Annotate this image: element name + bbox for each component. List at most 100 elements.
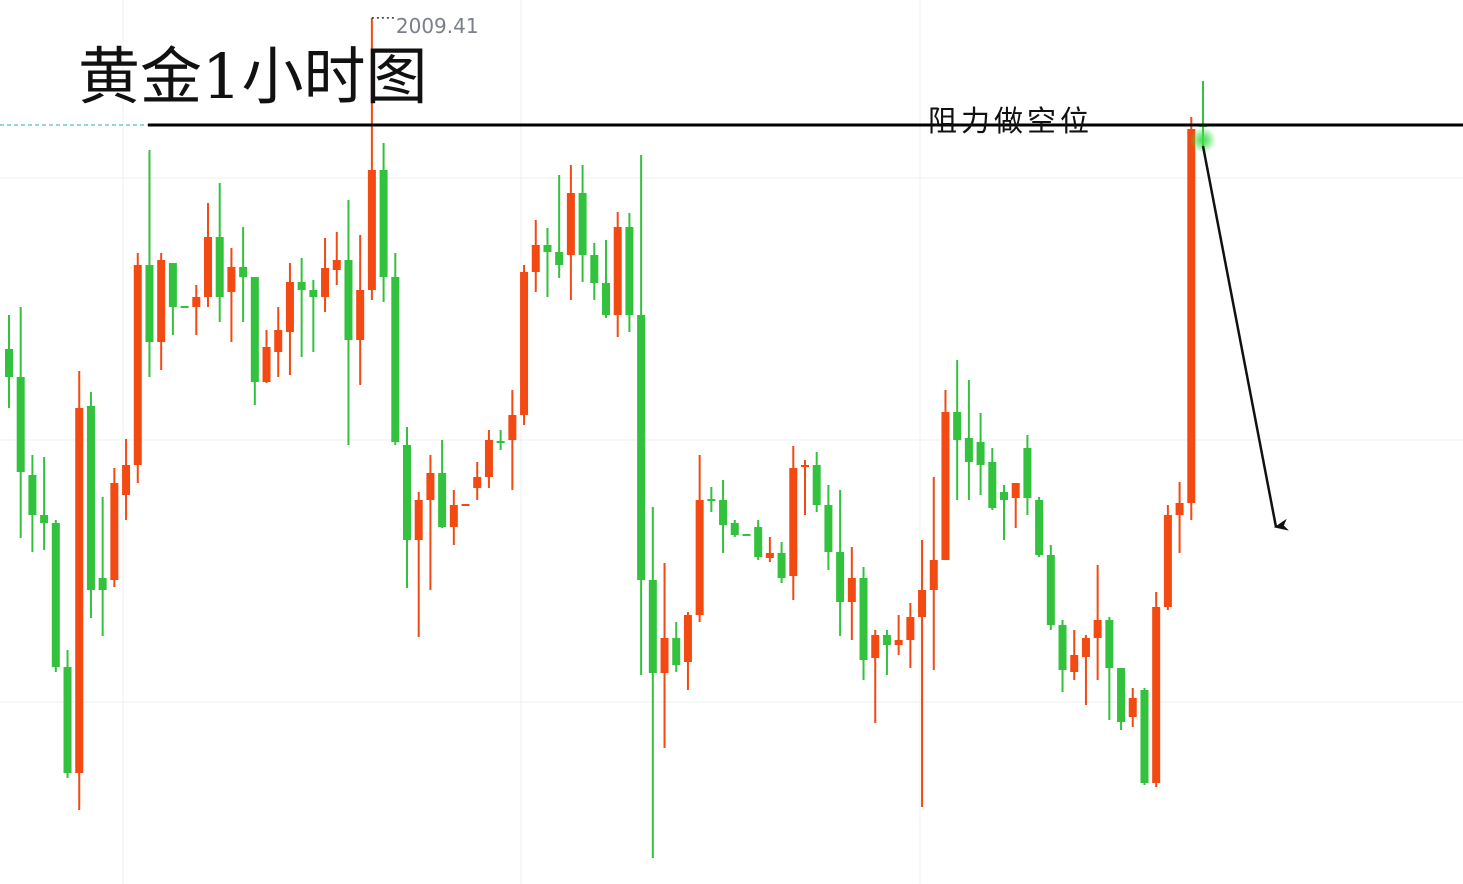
candle-body	[157, 260, 166, 342]
candle-body	[285, 282, 294, 332]
candle-body	[321, 268, 330, 297]
candle-body	[133, 265, 142, 465]
candle-body	[648, 580, 657, 673]
candle-body	[555, 252, 564, 265]
candle-body	[274, 330, 283, 352]
candle-body	[332, 260, 341, 270]
candle-body	[754, 527, 763, 557]
candle-body	[28, 475, 37, 515]
candle-body	[379, 170, 388, 277]
candle-body	[1023, 448, 1032, 498]
candle-body	[871, 635, 880, 658]
candle-body	[941, 412, 950, 560]
candle-body	[1000, 492, 1008, 500]
chart-title: 黄金1小时图	[78, 40, 427, 113]
candle-body	[777, 553, 786, 578]
candle-body	[168, 263, 177, 307]
candle-body	[566, 193, 575, 255]
candle-body	[145, 265, 154, 342]
candle-body	[192, 297, 201, 307]
candle-body	[625, 227, 634, 315]
candles	[5, 17, 1207, 858]
candle-body	[1128, 698, 1137, 717]
candle-body	[578, 193, 587, 255]
candle-body	[1011, 483, 1020, 498]
candle-body	[215, 237, 224, 297]
candle-body	[461, 504, 470, 506]
high-label: 2009.41	[396, 14, 479, 38]
candle-body	[438, 473, 447, 527]
candle-body	[1163, 515, 1172, 607]
candle-body	[953, 412, 962, 440]
candle-body	[1081, 638, 1090, 657]
candle-body	[976, 442, 985, 465]
candle-body	[63, 667, 72, 773]
highlight-point	[1190, 127, 1216, 153]
candle-body	[250, 277, 259, 382]
candle-body	[1175, 503, 1184, 515]
candle-body	[403, 445, 411, 540]
candle-body	[894, 640, 903, 645]
candle-body	[672, 638, 681, 665]
candle-body	[660, 638, 669, 673]
candle-body	[906, 617, 915, 640]
candle-body	[367, 170, 376, 290]
value-grid	[0, 177, 1463, 703]
candle-body	[1152, 607, 1161, 783]
candle-body	[356, 290, 365, 340]
candle-body	[1035, 500, 1044, 555]
candle-body	[449, 505, 458, 527]
candle-body	[765, 553, 774, 558]
candle-body	[531, 245, 540, 272]
short-arrow	[1201, 145, 1289, 531]
candle-body	[309, 290, 318, 297]
candle-body	[484, 440, 493, 477]
candle-body	[988, 462, 997, 508]
candle-body	[180, 306, 189, 308]
candle-body	[51, 523, 60, 667]
candle-body	[695, 500, 704, 615]
candle-body	[344, 260, 353, 340]
candle-body	[637, 315, 646, 580]
candle-body	[543, 245, 552, 252]
candle-body	[1140, 690, 1149, 783]
candle-body	[1187, 129, 1196, 503]
candle-body	[496, 441, 505, 443]
candle-body	[1070, 655, 1079, 672]
candle-body	[5, 349, 13, 377]
candle-body	[86, 406, 95, 590]
candle-body	[1105, 620, 1114, 668]
candle-body	[964, 438, 973, 462]
candle-body	[812, 465, 821, 505]
candle-body	[110, 483, 119, 580]
candle-body	[1117, 668, 1126, 722]
candle-body	[1093, 620, 1102, 638]
candle-body	[836, 552, 845, 602]
overlay: 2009.41	[0, 14, 1463, 127]
candle-body	[824, 505, 833, 552]
candle-body	[239, 267, 248, 277]
candle-body	[590, 255, 599, 283]
candle-body	[40, 515, 49, 523]
candle-body	[16, 377, 25, 472]
candle-body	[847, 578, 856, 602]
candle-body	[520, 272, 529, 415]
annotation: 阻力做空位	[928, 104, 1093, 138]
candle-body	[742, 534, 751, 536]
candle-body	[707, 499, 716, 501]
candle-body	[683, 615, 692, 662]
candle-body	[1046, 555, 1055, 625]
candle-body	[801, 465, 809, 467]
candle-body	[227, 267, 236, 292]
candle-body	[918, 590, 927, 617]
candle-body	[859, 578, 868, 660]
candle-body	[929, 560, 938, 590]
candle-body	[473, 477, 482, 488]
candle-body	[391, 277, 400, 442]
candle-body	[1058, 625, 1067, 670]
candle-body	[602, 283, 610, 315]
candle-body	[508, 415, 517, 440]
candle-body	[204, 237, 212, 297]
candle-body	[719, 500, 728, 525]
